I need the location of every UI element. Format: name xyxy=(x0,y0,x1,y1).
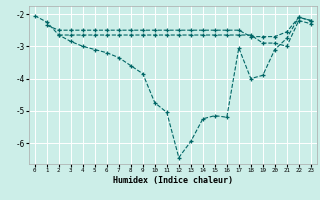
X-axis label: Humidex (Indice chaleur): Humidex (Indice chaleur) xyxy=(113,176,233,185)
